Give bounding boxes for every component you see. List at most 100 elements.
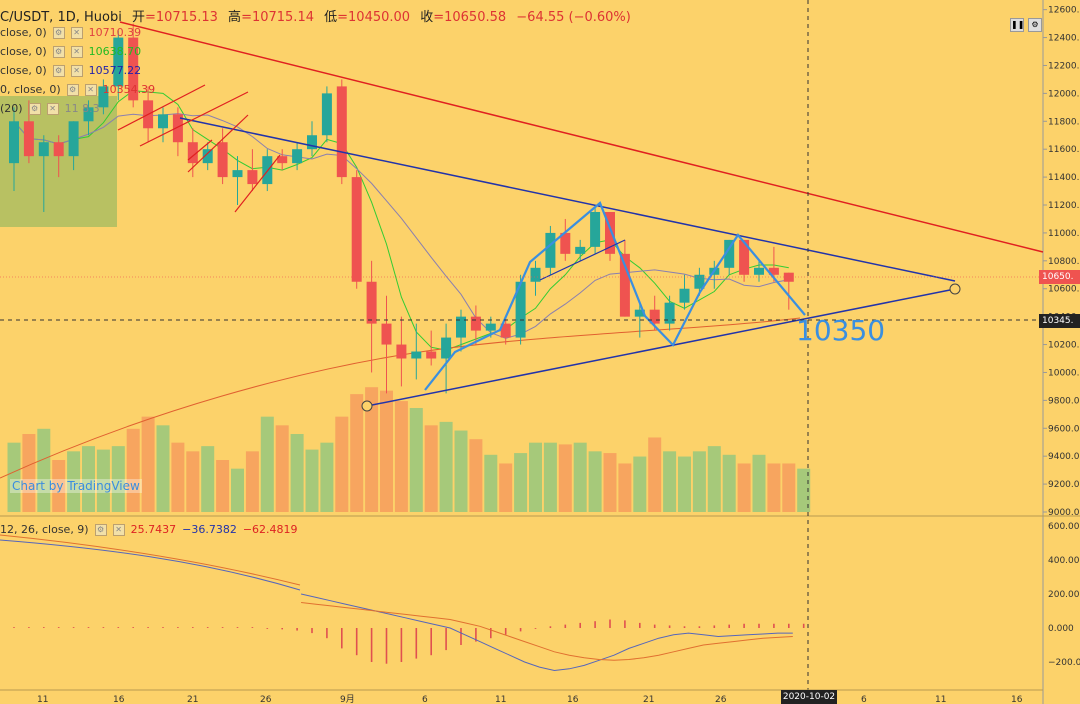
close-icon[interactable]: ✕ [70, 45, 83, 58]
volume-bar [365, 387, 379, 512]
open-label: 开 [131, 10, 145, 25]
settings-icon[interactable]: ⚙ [1028, 18, 1042, 32]
volume-bar [797, 468, 811, 512]
candle-body [381, 323, 392, 345]
volume-bar [186, 451, 200, 512]
pause-icon[interactable]: ❚❚ [1010, 18, 1024, 32]
symbol-label[interactable]: C/USDT, 1D, Huobi [0, 10, 122, 25]
candle-body [426, 351, 437, 359]
settings-icon[interactable]: ⚙ [94, 523, 107, 536]
low-value: =10450.00 [337, 10, 411, 25]
settings-icon[interactable]: ⚙ [52, 45, 65, 58]
price-tick-label: 11600.00 [1048, 145, 1080, 155]
volume-bar [67, 451, 81, 512]
settings-icon[interactable]: ⚙ [66, 83, 79, 96]
tradingview-watermark[interactable]: Chart by TradingView [10, 479, 142, 493]
settings-icon[interactable]: ⚙ [52, 64, 65, 77]
close-icon[interactable]: ✕ [46, 102, 59, 115]
indicator-label: 0, close, 0) [0, 83, 61, 96]
close-label: 收 [420, 10, 434, 25]
candle-body [83, 107, 94, 122]
macd-line [300, 593, 793, 672]
candle-body [441, 337, 452, 359]
close-icon[interactable]: ✕ [70, 64, 83, 77]
ma-line-green [13, 90, 789, 351]
indicator-row-1[interactable]: close, 0) ⚙ ✕ 10710.39 [0, 26, 141, 39]
price-annotation: 10350 [796, 314, 886, 347]
volume-bar [335, 416, 349, 512]
time-tick-label: 16 [1011, 695, 1023, 704]
annotation-line-red [187, 139, 213, 161]
time-tick-label: 11 [935, 695, 946, 704]
indicator-row-3[interactable]: close, 0) ⚙ ✕ 10577.22 [0, 64, 141, 77]
volume-bar [231, 468, 244, 512]
volume-bar [499, 463, 513, 512]
open-value: =10715.13 [144, 10, 218, 25]
candle-body [351, 177, 362, 282]
macd-tick-label: −200.000 [1048, 658, 1080, 668]
triangle-lower-line [366, 288, 956, 407]
candle-body [113, 37, 124, 87]
volume-bar [141, 416, 155, 512]
volume-bar [588, 451, 602, 512]
candle-body [307, 135, 317, 150]
triangle-upper-line [179, 117, 956, 282]
candle-body [783, 272, 794, 282]
indicator-value: 10638.70 [88, 45, 142, 58]
volume-bar [737, 463, 751, 512]
candle-body [739, 239, 750, 275]
crosshair-price-tag: 10345. [1039, 314, 1080, 328]
close-icon[interactable]: ✕ [70, 26, 83, 39]
volume-bar [424, 425, 438, 512]
volume-bar [245, 451, 259, 512]
volume-bar [707, 446, 721, 512]
price-tick-label: 10600.00 [1048, 285, 1080, 295]
indicator-value: 10354.39 [102, 83, 156, 96]
indicator-row-2[interactable]: close, 0) ⚙ ✕ 10638.70 [0, 45, 141, 58]
candle-body [366, 281, 377, 324]
price-tick-label: 9600.00 [1048, 424, 1080, 434]
volume-bar [752, 454, 766, 512]
macd-value-2: −36.7382 [182, 523, 237, 536]
candle-body [292, 149, 303, 164]
indicator-row-4[interactable]: 0, close, 0) ⚙ ✕ 10354.39 [0, 83, 155, 96]
high-value: =10715.14 [241, 10, 314, 25]
volume-bar [722, 454, 736, 512]
time-tick-label: 9月 [340, 694, 355, 704]
candle-body [336, 86, 347, 178]
macd-tick-label: 200.000 [1048, 590, 1080, 600]
volume-bar [82, 446, 95, 512]
price-tick-label: 9400.00 [1048, 452, 1080, 462]
time-tick-label: 11 [495, 695, 506, 704]
indicator-row-5[interactable]: (20) ⚙ ✕ 11 8.3 [0, 102, 100, 115]
resistance-line-red [119, 21, 1044, 253]
time-tick-label: 21 [643, 695, 654, 704]
settings-icon[interactable]: ⚙ [28, 102, 41, 115]
volume-bar [454, 430, 468, 512]
close-icon[interactable]: ✕ [112, 523, 125, 536]
zigzag-pattern [424, 201, 806, 391]
settings-icon[interactable]: ⚙ [52, 26, 65, 39]
volume-bar [156, 425, 170, 512]
close-icon[interactable]: ✕ [84, 83, 97, 96]
price-tick-label: 9000.00 [1048, 508, 1080, 518]
candle-body [619, 253, 630, 317]
candle-body [590, 211, 601, 247]
candle-body [500, 323, 511, 338]
candle-body [679, 288, 690, 303]
macd-legend[interactable]: 12, 26, close, 9) ⚙ ✕ 25.7437 −36.7382 −6… [0, 523, 298, 536]
chart-toolbar: ❚❚ ⚙ [1010, 18, 1042, 32]
volume-bar [484, 454, 498, 512]
volume-bar [380, 390, 393, 512]
candle-body [664, 302, 675, 324]
candle-body [202, 149, 213, 164]
candle-body [575, 246, 586, 254]
time-tick-label: 11 [37, 695, 48, 704]
candle-body [68, 121, 79, 157]
candle-body [485, 323, 496, 331]
volume-bar [529, 442, 542, 512]
volume-bar [469, 439, 483, 512]
volume-bar [514, 453, 528, 512]
candle-body [456, 316, 466, 338]
